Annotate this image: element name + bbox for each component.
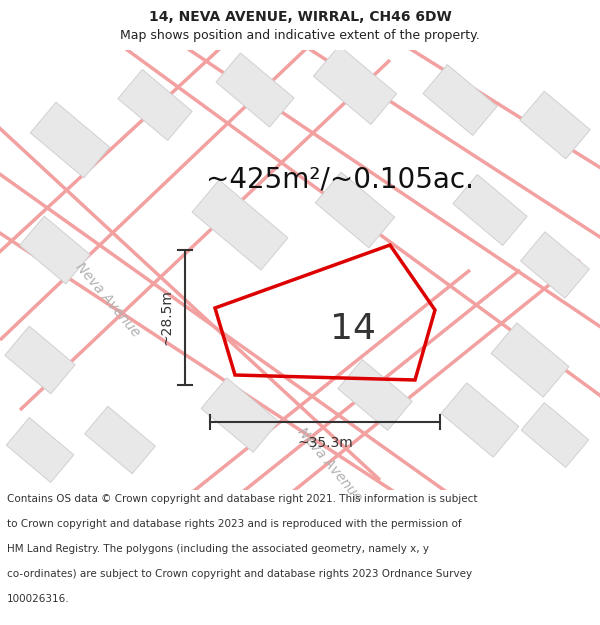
Text: Contains OS data © Crown copyright and database right 2021. This information is : Contains OS data © Crown copyright and d… bbox=[7, 494, 478, 504]
Polygon shape bbox=[6, 418, 74, 482]
Text: 100026316.: 100026316. bbox=[7, 594, 70, 604]
Polygon shape bbox=[20, 216, 90, 284]
Text: Neva Avenue: Neva Avenue bbox=[73, 260, 143, 340]
Polygon shape bbox=[423, 64, 497, 136]
Polygon shape bbox=[31, 102, 110, 178]
Polygon shape bbox=[453, 174, 527, 246]
Text: ~425m²/~0.105ac.: ~425m²/~0.105ac. bbox=[206, 166, 474, 194]
Polygon shape bbox=[201, 378, 279, 452]
Polygon shape bbox=[521, 232, 589, 298]
Polygon shape bbox=[520, 91, 590, 159]
Text: 14: 14 bbox=[330, 312, 376, 346]
Text: Neva Avenue: Neva Avenue bbox=[295, 425, 365, 505]
Polygon shape bbox=[491, 323, 569, 397]
Polygon shape bbox=[192, 180, 288, 270]
Text: 14, NEVA AVENUE, WIRRAL, CH46 6DW: 14, NEVA AVENUE, WIRRAL, CH46 6DW bbox=[149, 10, 451, 24]
Polygon shape bbox=[313, 46, 397, 124]
Polygon shape bbox=[441, 383, 519, 457]
Polygon shape bbox=[118, 69, 192, 141]
Text: ~28.5m: ~28.5m bbox=[159, 289, 173, 346]
Polygon shape bbox=[85, 406, 155, 474]
Text: co-ordinates) are subject to Crown copyright and database rights 2023 Ordnance S: co-ordinates) are subject to Crown copyr… bbox=[7, 569, 472, 579]
Text: Map shows position and indicative extent of the property.: Map shows position and indicative extent… bbox=[120, 29, 480, 42]
Text: ~35.3m: ~35.3m bbox=[297, 436, 353, 450]
Polygon shape bbox=[521, 402, 589, 468]
Text: to Crown copyright and database rights 2023 and is reproduced with the permissio: to Crown copyright and database rights 2… bbox=[7, 519, 462, 529]
Polygon shape bbox=[5, 326, 75, 394]
Polygon shape bbox=[338, 359, 412, 431]
Text: HM Land Registry. The polygons (including the associated geometry, namely x, y: HM Land Registry. The polygons (includin… bbox=[7, 544, 429, 554]
Polygon shape bbox=[216, 53, 294, 127]
Polygon shape bbox=[316, 172, 395, 248]
